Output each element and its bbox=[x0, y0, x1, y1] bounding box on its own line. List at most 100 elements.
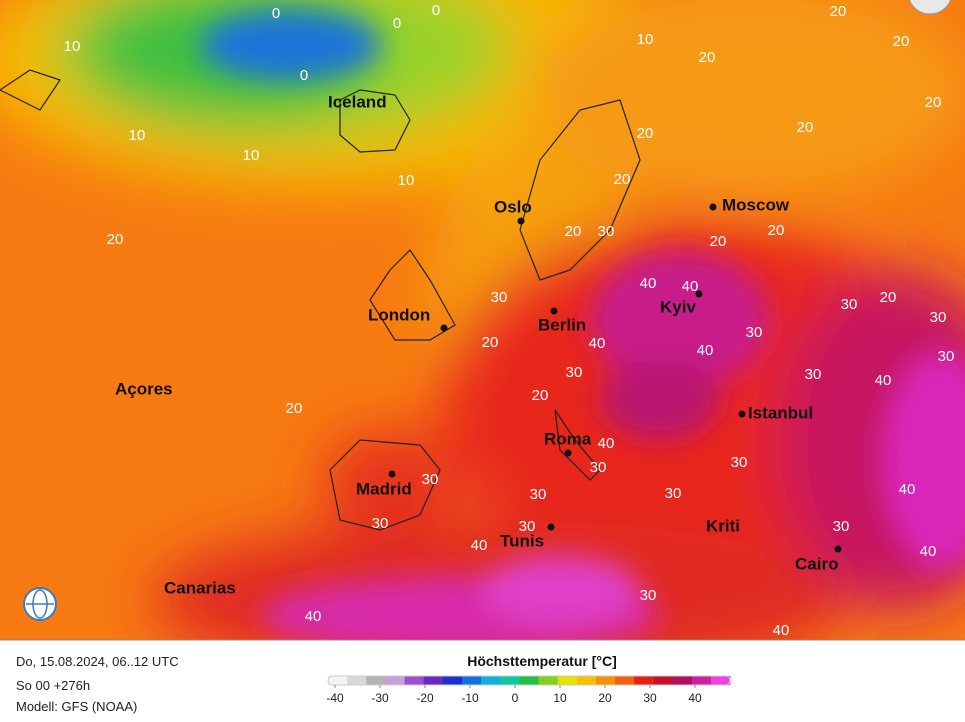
place-label: Oslo bbox=[494, 197, 532, 216]
contour-label: 30 bbox=[640, 587, 657, 604]
place-dot bbox=[550, 307, 558, 315]
contour-label: 20 bbox=[532, 387, 549, 404]
contour-label: 10 bbox=[637, 31, 654, 48]
contour-label: 30 bbox=[841, 296, 858, 313]
contour-label: 10 bbox=[129, 127, 146, 144]
legend-colorbar: -40 -30 -20 -10 0 10 20 30 40 bbox=[326, 675, 731, 705]
place-label: Roma bbox=[544, 429, 592, 448]
place-dot bbox=[440, 324, 448, 332]
footer-run: So 00 +276h bbox=[16, 678, 90, 693]
contour-label: 40 bbox=[471, 537, 488, 554]
contour-label: 30 bbox=[422, 471, 439, 488]
contour-label: 40 bbox=[640, 275, 657, 292]
legend-tick-label: 40 bbox=[688, 691, 702, 705]
place-label: Berlin bbox=[538, 315, 586, 334]
legend-title: Höchsttemperatur [°C] bbox=[467, 653, 617, 669]
contour-label: 30 bbox=[805, 366, 822, 383]
contour-label: 40 bbox=[697, 342, 714, 359]
footer-model: Modell: GFS (NOAA) bbox=[16, 699, 137, 714]
contour-label: 10 bbox=[243, 147, 260, 164]
contour-label: 30 bbox=[665, 485, 682, 502]
contour-label: 20 bbox=[637, 125, 654, 142]
contour-label: 40 bbox=[920, 543, 937, 560]
legend-swatch bbox=[615, 676, 635, 685]
contour-label: 20 bbox=[925, 94, 942, 111]
place-dot bbox=[547, 523, 555, 531]
contour-label: 30 bbox=[530, 486, 547, 503]
contour-label: 40 bbox=[682, 278, 699, 295]
legend-swatch bbox=[634, 676, 654, 685]
contour-label: 0 bbox=[432, 2, 440, 19]
legend-swatch bbox=[328, 676, 348, 685]
legend-tick-label: 0 bbox=[512, 691, 519, 705]
contour-label: 0 bbox=[300, 67, 308, 84]
contour-label: 10 bbox=[398, 172, 415, 189]
legend-frame bbox=[327, 675, 731, 686]
contour-label: 30 bbox=[930, 309, 947, 326]
contour-label: 30 bbox=[590, 459, 607, 476]
map-field bbox=[0, 0, 965, 640]
map-labels: 0 0 0 0 10 10 10 10 10 20 20 20 20 20 20 20 20 20 30 20 30 20… bbox=[64, 2, 955, 639]
contour-label: 20 bbox=[699, 49, 716, 66]
contour-label: 30 bbox=[519, 518, 536, 535]
contour-label: 20 bbox=[710, 233, 727, 250]
contour-label: 40 bbox=[598, 435, 615, 452]
contour-label: 30 bbox=[491, 289, 508, 306]
legend-swatch bbox=[423, 676, 444, 685]
zoom-button[interactable] bbox=[908, 0, 952, 15]
legend-swatch bbox=[519, 676, 540, 685]
legend-swatch bbox=[481, 676, 501, 685]
contour-label: 30 bbox=[566, 364, 583, 381]
contour-label: 20 bbox=[107, 231, 124, 248]
legend-tick-label: -30 bbox=[371, 691, 389, 705]
contour-label: 0 bbox=[272, 5, 280, 22]
legend-swatch bbox=[557, 676, 578, 685]
legend-tick-label: -20 bbox=[416, 691, 434, 705]
contour-label: 10 bbox=[64, 38, 81, 55]
contour-label: 20 bbox=[482, 334, 499, 351]
contour-label: 20 bbox=[797, 119, 814, 136]
place-dot bbox=[709, 203, 717, 211]
place-label: London bbox=[368, 305, 430, 324]
place-label: Istanbul bbox=[748, 403, 813, 422]
place-dot bbox=[695, 290, 703, 298]
contour-label: 20 bbox=[565, 223, 582, 240]
contour-label: 0 bbox=[393, 15, 401, 32]
contour-label: 20 bbox=[768, 222, 785, 239]
legend-swatch bbox=[691, 676, 712, 685]
place-label: Madrid bbox=[356, 479, 412, 498]
place-label: Iceland bbox=[328, 92, 387, 111]
place-label: Kyiv bbox=[660, 297, 696, 316]
footer-date: Do, 15.08.2024, 06..12 UTC bbox=[16, 654, 179, 669]
place-dot bbox=[834, 545, 842, 553]
legend-swatch bbox=[442, 676, 463, 685]
place-label: Moscow bbox=[722, 195, 790, 214]
contour-label: 40 bbox=[589, 335, 606, 352]
legend-swatch bbox=[596, 676, 616, 685]
place-dot bbox=[564, 449, 572, 457]
legend-swatch bbox=[366, 676, 386, 685]
contour-label: 20 bbox=[830, 3, 847, 20]
legend-tick-label: -40 bbox=[326, 691, 344, 705]
place-dot bbox=[517, 217, 525, 225]
legend-swatch bbox=[385, 676, 406, 685]
place-dot bbox=[738, 410, 746, 418]
place-label: Canarias bbox=[164, 578, 236, 597]
legend-tick-label: 10 bbox=[553, 691, 567, 705]
contour-label: 30 bbox=[938, 348, 955, 365]
legend-tick-label: 20 bbox=[598, 691, 612, 705]
legend-swatch bbox=[538, 676, 559, 685]
contour-label: 30 bbox=[746, 324, 763, 341]
legend-tick-label: -10 bbox=[461, 691, 479, 705]
contour-label: 40 bbox=[899, 481, 916, 498]
legend-swatch bbox=[672, 676, 693, 685]
place-label: Kriti bbox=[706, 516, 740, 535]
legend-swatch bbox=[710, 676, 731, 685]
globe-icon[interactable] bbox=[23, 587, 57, 621]
contour-label: 20 bbox=[893, 33, 910, 50]
contour-label: 20 bbox=[614, 171, 631, 188]
contour-label: 20 bbox=[880, 289, 897, 306]
contour-label: 30 bbox=[833, 518, 850, 535]
